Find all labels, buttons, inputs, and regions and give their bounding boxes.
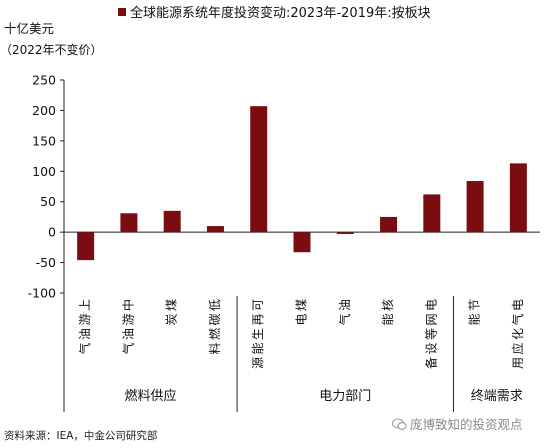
svg-text:设: 设 bbox=[424, 342, 438, 354]
svg-text:气: 气 bbox=[77, 342, 92, 354]
svg-text:游: 游 bbox=[78, 313, 92, 325]
x-tick-label: 煤电 bbox=[295, 299, 309, 326]
y-tick-label: -50 bbox=[36, 255, 56, 270]
svg-text:再: 再 bbox=[251, 313, 265, 325]
bar bbox=[336, 232, 354, 234]
svg-text:电: 电 bbox=[424, 299, 438, 311]
y-tick-label: 150 bbox=[32, 133, 56, 148]
bar bbox=[466, 181, 484, 233]
y-axis-title: 十亿美元 bbox=[4, 21, 54, 36]
group-label: 终端需求 bbox=[471, 388, 523, 404]
svg-text:料: 料 bbox=[208, 342, 222, 354]
y-ticks: -100 -50 0 50 100 150 200 250 bbox=[28, 73, 64, 301]
svg-text:核: 核 bbox=[381, 299, 395, 311]
x-tick-label: 油气 bbox=[337, 299, 352, 326]
svg-text:节: 节 bbox=[468, 299, 482, 311]
watermark: 庞博致知的投资观点 bbox=[392, 414, 523, 433]
svg-text:可: 可 bbox=[251, 299, 265, 311]
y-axis-unit: （2022年不变价） bbox=[0, 42, 103, 57]
svg-text:中: 中 bbox=[120, 299, 135, 311]
svg-text:煤: 煤 bbox=[165, 299, 179, 311]
svg-text:电: 电 bbox=[295, 313, 309, 325]
svg-text:气: 气 bbox=[120, 342, 135, 354]
source-note: 资料来源：IEA，中金公司研究部 bbox=[4, 430, 158, 442]
svg-text:生: 生 bbox=[251, 328, 265, 340]
bar bbox=[250, 106, 268, 233]
y-tick-label: 250 bbox=[32, 73, 56, 88]
svg-text:用: 用 bbox=[511, 357, 525, 369]
y-tick-label: 50 bbox=[40, 194, 56, 209]
svg-text:燃: 燃 bbox=[207, 328, 222, 340]
bar bbox=[206, 226, 224, 233]
svg-text:上: 上 bbox=[78, 299, 92, 311]
y-tick-label: 0 bbox=[48, 225, 56, 240]
svg-text:电: 电 bbox=[511, 299, 525, 311]
bar bbox=[293, 232, 311, 253]
y-tick-label: 200 bbox=[32, 103, 56, 118]
svg-text:油: 油 bbox=[338, 299, 352, 311]
svg-text:油: 油 bbox=[78, 328, 92, 340]
bar bbox=[120, 213, 138, 233]
watermark-text: 庞博致知的投资观点 bbox=[410, 417, 523, 432]
group-label: 电力部门 bbox=[319, 389, 371, 404]
svg-text:能: 能 bbox=[381, 313, 395, 325]
svg-text:炭: 炭 bbox=[165, 313, 179, 325]
bar bbox=[380, 216, 398, 233]
svg-text:气: 气 bbox=[510, 313, 525, 325]
y-tick-label: -100 bbox=[28, 286, 56, 301]
svg-text:源: 源 bbox=[251, 357, 265, 369]
bar bbox=[163, 210, 181, 233]
svg-text:网: 网 bbox=[424, 313, 438, 325]
svg-text:化: 化 bbox=[511, 328, 525, 340]
svg-text:气: 气 bbox=[337, 313, 352, 325]
svg-text:碳: 碳 bbox=[208, 313, 222, 325]
y-tick-label: 100 bbox=[32, 164, 56, 179]
x-tick-label: 节能 bbox=[468, 299, 482, 326]
svg-text:等: 等 bbox=[424, 328, 438, 340]
group-label: 燃料供应 bbox=[125, 388, 177, 404]
bar bbox=[423, 194, 441, 233]
category-groups: 燃料供应 电力部门 终端需求 bbox=[125, 296, 523, 412]
svg-text:能: 能 bbox=[468, 313, 482, 325]
legend-label: 全球能源系统年度投资变动:2023年-2019年:按板块 bbox=[130, 5, 431, 21]
svg-text:低: 低 bbox=[208, 299, 222, 311]
bar bbox=[77, 232, 95, 261]
x-tick-label: 煤炭 bbox=[165, 299, 179, 326]
svg-text:能: 能 bbox=[251, 342, 265, 354]
chat-bubble-icon bbox=[392, 418, 407, 430]
svg-text:应: 应 bbox=[510, 342, 525, 354]
svg-text:备: 备 bbox=[424, 357, 438, 369]
x-tick-label: 核能 bbox=[381, 299, 395, 326]
legend-swatch bbox=[118, 8, 126, 16]
bars-group bbox=[77, 106, 527, 261]
bar bbox=[509, 163, 527, 233]
svg-text:油: 油 bbox=[121, 328, 135, 340]
svg-text:游: 游 bbox=[121, 313, 135, 325]
svg-text:煤: 煤 bbox=[295, 299, 309, 311]
